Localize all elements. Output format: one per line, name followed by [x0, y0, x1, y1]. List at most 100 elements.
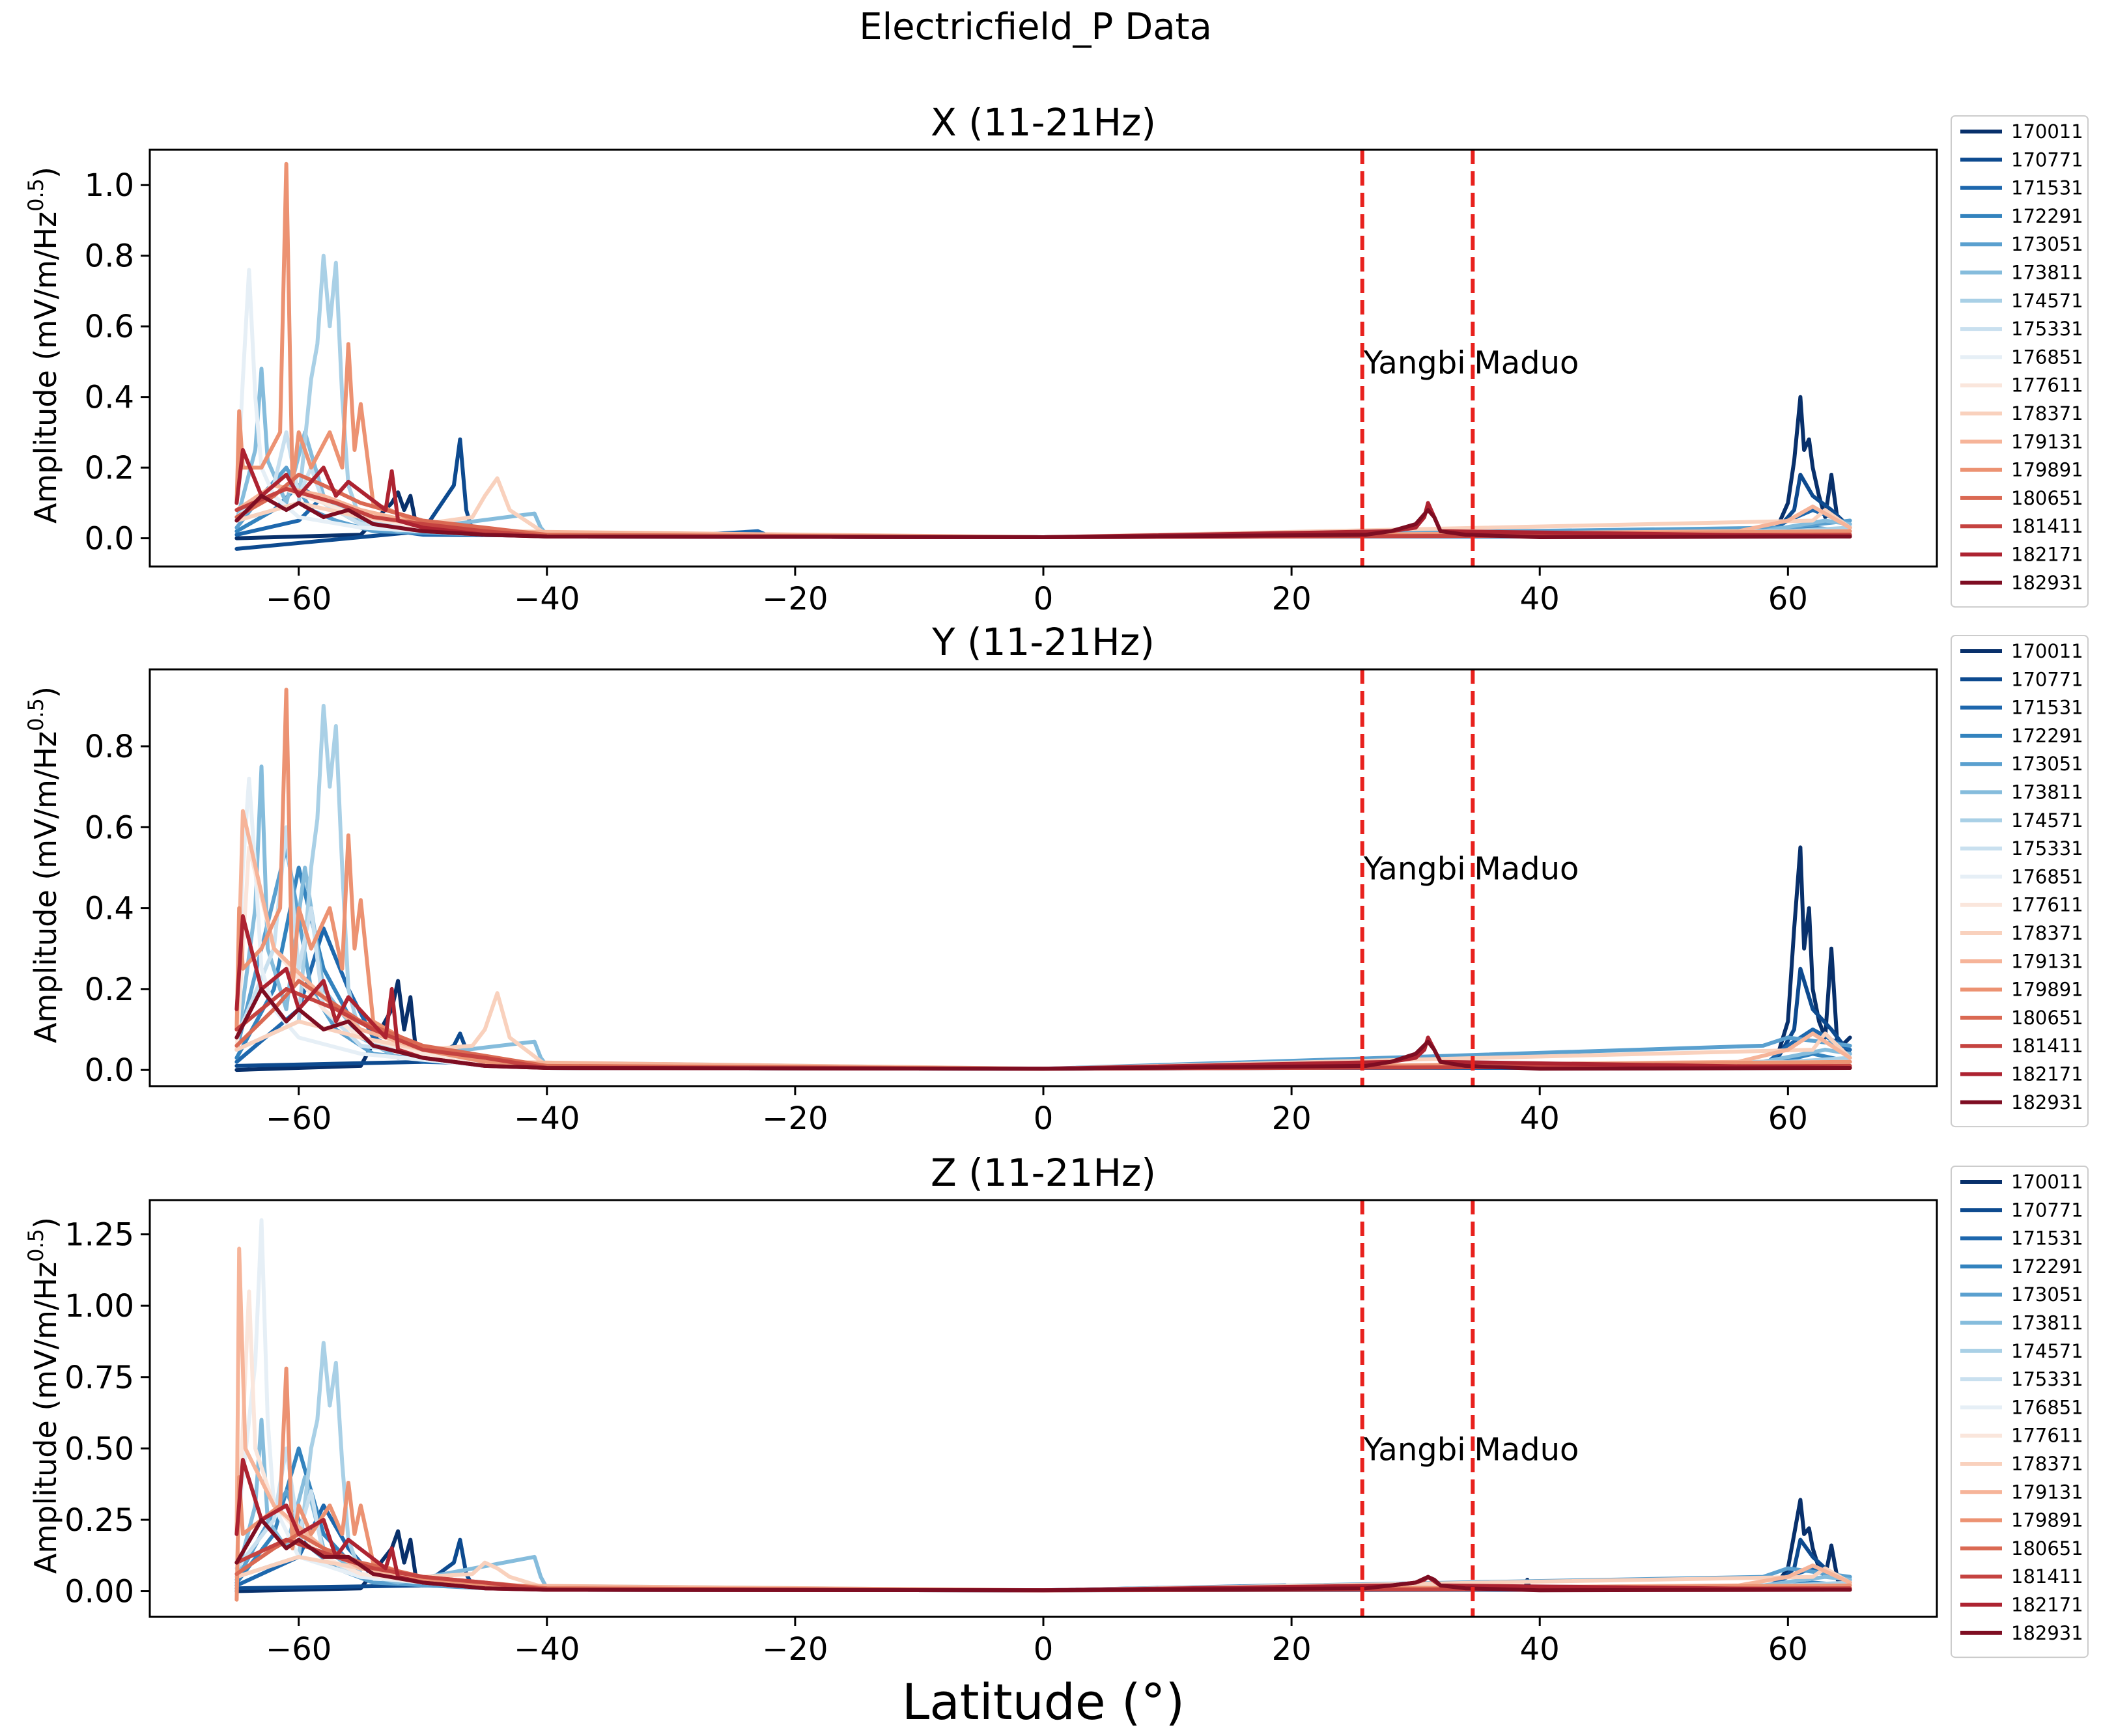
legend-label-y-171531: 171531 — [2011, 697, 2083, 719]
x-tick-label-y: −20 — [762, 1100, 828, 1137]
legend-label-z-179131: 179131 — [2011, 1481, 2083, 1503]
x-tick-label-z: −40 — [514, 1631, 580, 1668]
x-tick-label-y: 40 — [1520, 1100, 1560, 1137]
legend-label-z-174571: 174571 — [2011, 1340, 2083, 1362]
legend-label-x-179891: 179891 — [2011, 459, 2083, 481]
x-tick-label-y: 0 — [1034, 1100, 1054, 1137]
event-label-z-yangbi: Yangbi — [1363, 1431, 1466, 1468]
x-tick-label-z: 0 — [1034, 1631, 1054, 1668]
legend-label-y-181411: 181411 — [2011, 1035, 2083, 1057]
legend-label-y-179891: 179891 — [2011, 979, 2083, 1001]
legend-label-z-170771: 170771 — [2011, 1199, 2083, 1221]
y-tick-label-z: 1.25 — [64, 1217, 134, 1253]
series-line-y-182171 — [234, 914, 1852, 1071]
legend-label-y-172291: 172291 — [2011, 725, 2083, 747]
legend-frame-y — [1951, 635, 2089, 1128]
event-label-x-yangbi: Yangbi — [1363, 344, 1466, 381]
series-line-x-170011 — [234, 395, 1852, 540]
x-tick-label-z: 40 — [1520, 1631, 1560, 1668]
panel-y: Y (11-21Hz) Amplitude (mV/m/Hz0.5) Yangbi M… — [23, 620, 2089, 1137]
legend-label-y-173051: 173051 — [2011, 753, 2083, 775]
legend-label-y-174571: 174571 — [2011, 809, 2083, 832]
x-tick-label-z: −20 — [762, 1631, 828, 1668]
legend-label-z-176851: 176851 — [2011, 1396, 2083, 1418]
legend-label-y-176851: 176851 — [2011, 865, 2083, 888]
series-group-z — [234, 1218, 1852, 1602]
legend-label-y-178371: 178371 — [2011, 922, 2083, 944]
legend-label-z-173811: 173811 — [2011, 1312, 2083, 1334]
legend-label-x-176851: 176851 — [2011, 346, 2083, 368]
y-axis-label-x: Amplitude (mV/m/Hz0.5) — [23, 167, 63, 524]
series-line-y-179891 — [234, 688, 1852, 1071]
legend-label-x-180651: 180651 — [2011, 487, 2083, 509]
legend-label-x-181411: 181411 — [2011, 515, 2083, 537]
y-tick-label-z: 0.25 — [64, 1502, 134, 1539]
x-tick-label-x: 0 — [1034, 581, 1054, 617]
x-axis-label: Latitude (°) — [902, 1673, 1185, 1731]
legend-label-y-175331: 175331 — [2011, 837, 2083, 860]
x-tick-label-x: −40 — [514, 581, 580, 617]
series-line-y-178371 — [234, 991, 1852, 1071]
legend-label-x-170011: 170011 — [2011, 120, 2083, 143]
event-label-z-maduo: Maduo — [1474, 1431, 1579, 1468]
panel-title-z: Z (11-21Hz) — [931, 1151, 1156, 1195]
x-tick-label-z: 20 — [1272, 1631, 1312, 1668]
legend-label-z-179891: 179891 — [2011, 1509, 2083, 1532]
x-tick-label-y: 20 — [1272, 1100, 1312, 1137]
panel-z: Z (11-21Hz) Amplitude (mV/m/Hz0.5) Yangbi M… — [23, 1151, 2089, 1668]
x-tick-label-x: −20 — [762, 581, 828, 617]
event-label-y-yangbi: Yangbi — [1363, 850, 1466, 887]
legend-label-y-177611: 177611 — [2011, 894, 2083, 916]
y-tick-label-x: 0.2 — [85, 450, 134, 486]
event-label-y-maduo: Maduo — [1474, 850, 1579, 887]
y-tick-label-x: 0.0 — [85, 521, 134, 557]
y-tick-label-y: 0.6 — [85, 809, 134, 846]
legend-label-x-182931: 182931 — [2011, 572, 2083, 594]
y-tick-label-x: 0.8 — [85, 238, 134, 275]
series-line-y-182931 — [234, 987, 1852, 1071]
y-tick-label-z: 0.00 — [64, 1574, 134, 1610]
legend-label-x-173051: 173051 — [2011, 233, 2083, 255]
x-tick-label-z: 60 — [1768, 1631, 1808, 1668]
legend-label-x-171531: 171531 — [2011, 177, 2083, 199]
legend-label-y-170011: 170011 — [2011, 640, 2083, 662]
legend-label-y-182171: 182171 — [2011, 1063, 2083, 1085]
panel-title-x: X (11-21Hz) — [931, 100, 1156, 145]
x-tick-label-x: 60 — [1768, 581, 1808, 617]
legend-frame-x — [1951, 115, 2089, 608]
y-tick-label-x: 0.6 — [85, 309, 134, 345]
legend-label-z-182171: 182171 — [2011, 1594, 2083, 1616]
y-tick-label-z: 0.75 — [64, 1360, 134, 1396]
x-tick-label-y: −60 — [266, 1100, 331, 1137]
legend-label-z-172291: 172291 — [2011, 1255, 2083, 1278]
y-tick-label-y: 0.4 — [85, 891, 134, 927]
legend-label-z-177611: 177611 — [2011, 1425, 2083, 1447]
x-tick-label-y: −40 — [514, 1100, 580, 1137]
legend-label-y-179131: 179131 — [2011, 950, 2083, 972]
legend-label-x-173811: 173811 — [2011, 262, 2083, 284]
series-group-y — [234, 688, 1852, 1072]
legend-label-z-180651: 180651 — [2011, 1537, 2083, 1560]
legend-label-x-175331: 175331 — [2011, 318, 2083, 340]
legend-label-z-173051: 173051 — [2011, 1283, 2083, 1306]
y-tick-label-z: 1.00 — [64, 1288, 134, 1324]
legend-label-x-178371: 178371 — [2011, 402, 2083, 425]
legend-frame-z — [1951, 1166, 2089, 1659]
x-tick-label-x: 20 — [1272, 581, 1312, 617]
legend-label-z-182931: 182931 — [2011, 1622, 2083, 1644]
legend-label-z-181411: 181411 — [2011, 1565, 2083, 1588]
legend-label-x-172291: 172291 — [2011, 205, 2083, 227]
event-label-x-maduo: Maduo — [1474, 344, 1579, 381]
series-line-x-182171 — [234, 448, 1852, 539]
legend-label-y-170771: 170771 — [2011, 668, 2083, 690]
legend-label-z-171531: 171531 — [2011, 1227, 2083, 1250]
legend-label-x-177611: 177611 — [2011, 374, 2083, 397]
legend-x: 170011 170771 171531 172291 173051 173811 1745… — [1951, 115, 2089, 608]
panel-title-y: Y (11-21Hz) — [931, 620, 1155, 664]
y-axis-label-y: Amplitude (mV/m/Hz0.5) — [23, 686, 63, 1043]
y-axis-label-z: Amplitude (mV/m/Hz0.5) — [23, 1217, 63, 1574]
series-line-x-182931 — [234, 494, 1852, 539]
series-group-x — [234, 161, 1852, 551]
y-tick-label-x: 0.4 — [85, 380, 134, 416]
